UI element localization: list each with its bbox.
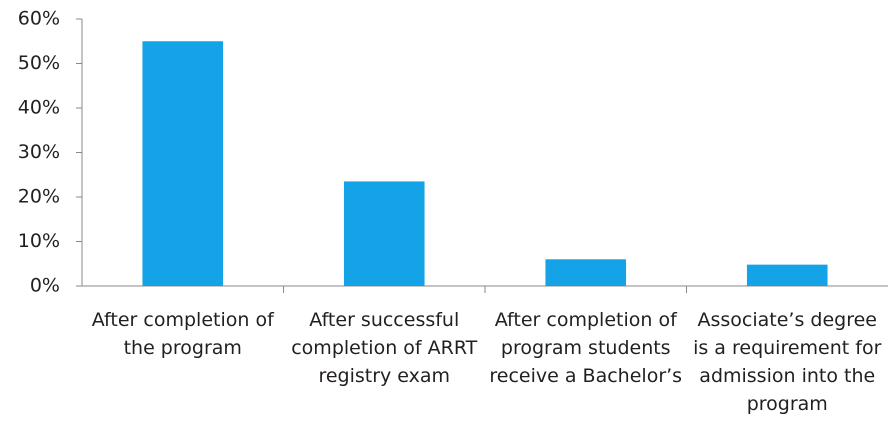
x-tick-label: After successful completion of ARRT regi… (291, 309, 478, 387)
bar (545, 259, 627, 286)
x-tick-label: Associate’s degree is a requirement for … (693, 309, 882, 415)
bar (142, 41, 224, 286)
x-tick-label: After completion of program students rec… (489, 309, 683, 387)
y-tick-label: 60% (18, 8, 60, 30)
y-tick-label: 50% (18, 52, 60, 74)
y-tick-label: 40% (18, 97, 60, 119)
y-tick-label: 0% (30, 275, 60, 297)
y-tick-label: 30% (18, 141, 60, 163)
x-tick-label: After completion of the program (91, 309, 274, 359)
bar (746, 264, 828, 286)
y-tick-label: 10% (18, 230, 60, 252)
bar (343, 181, 425, 286)
y-tick-label: 20% (18, 186, 60, 208)
